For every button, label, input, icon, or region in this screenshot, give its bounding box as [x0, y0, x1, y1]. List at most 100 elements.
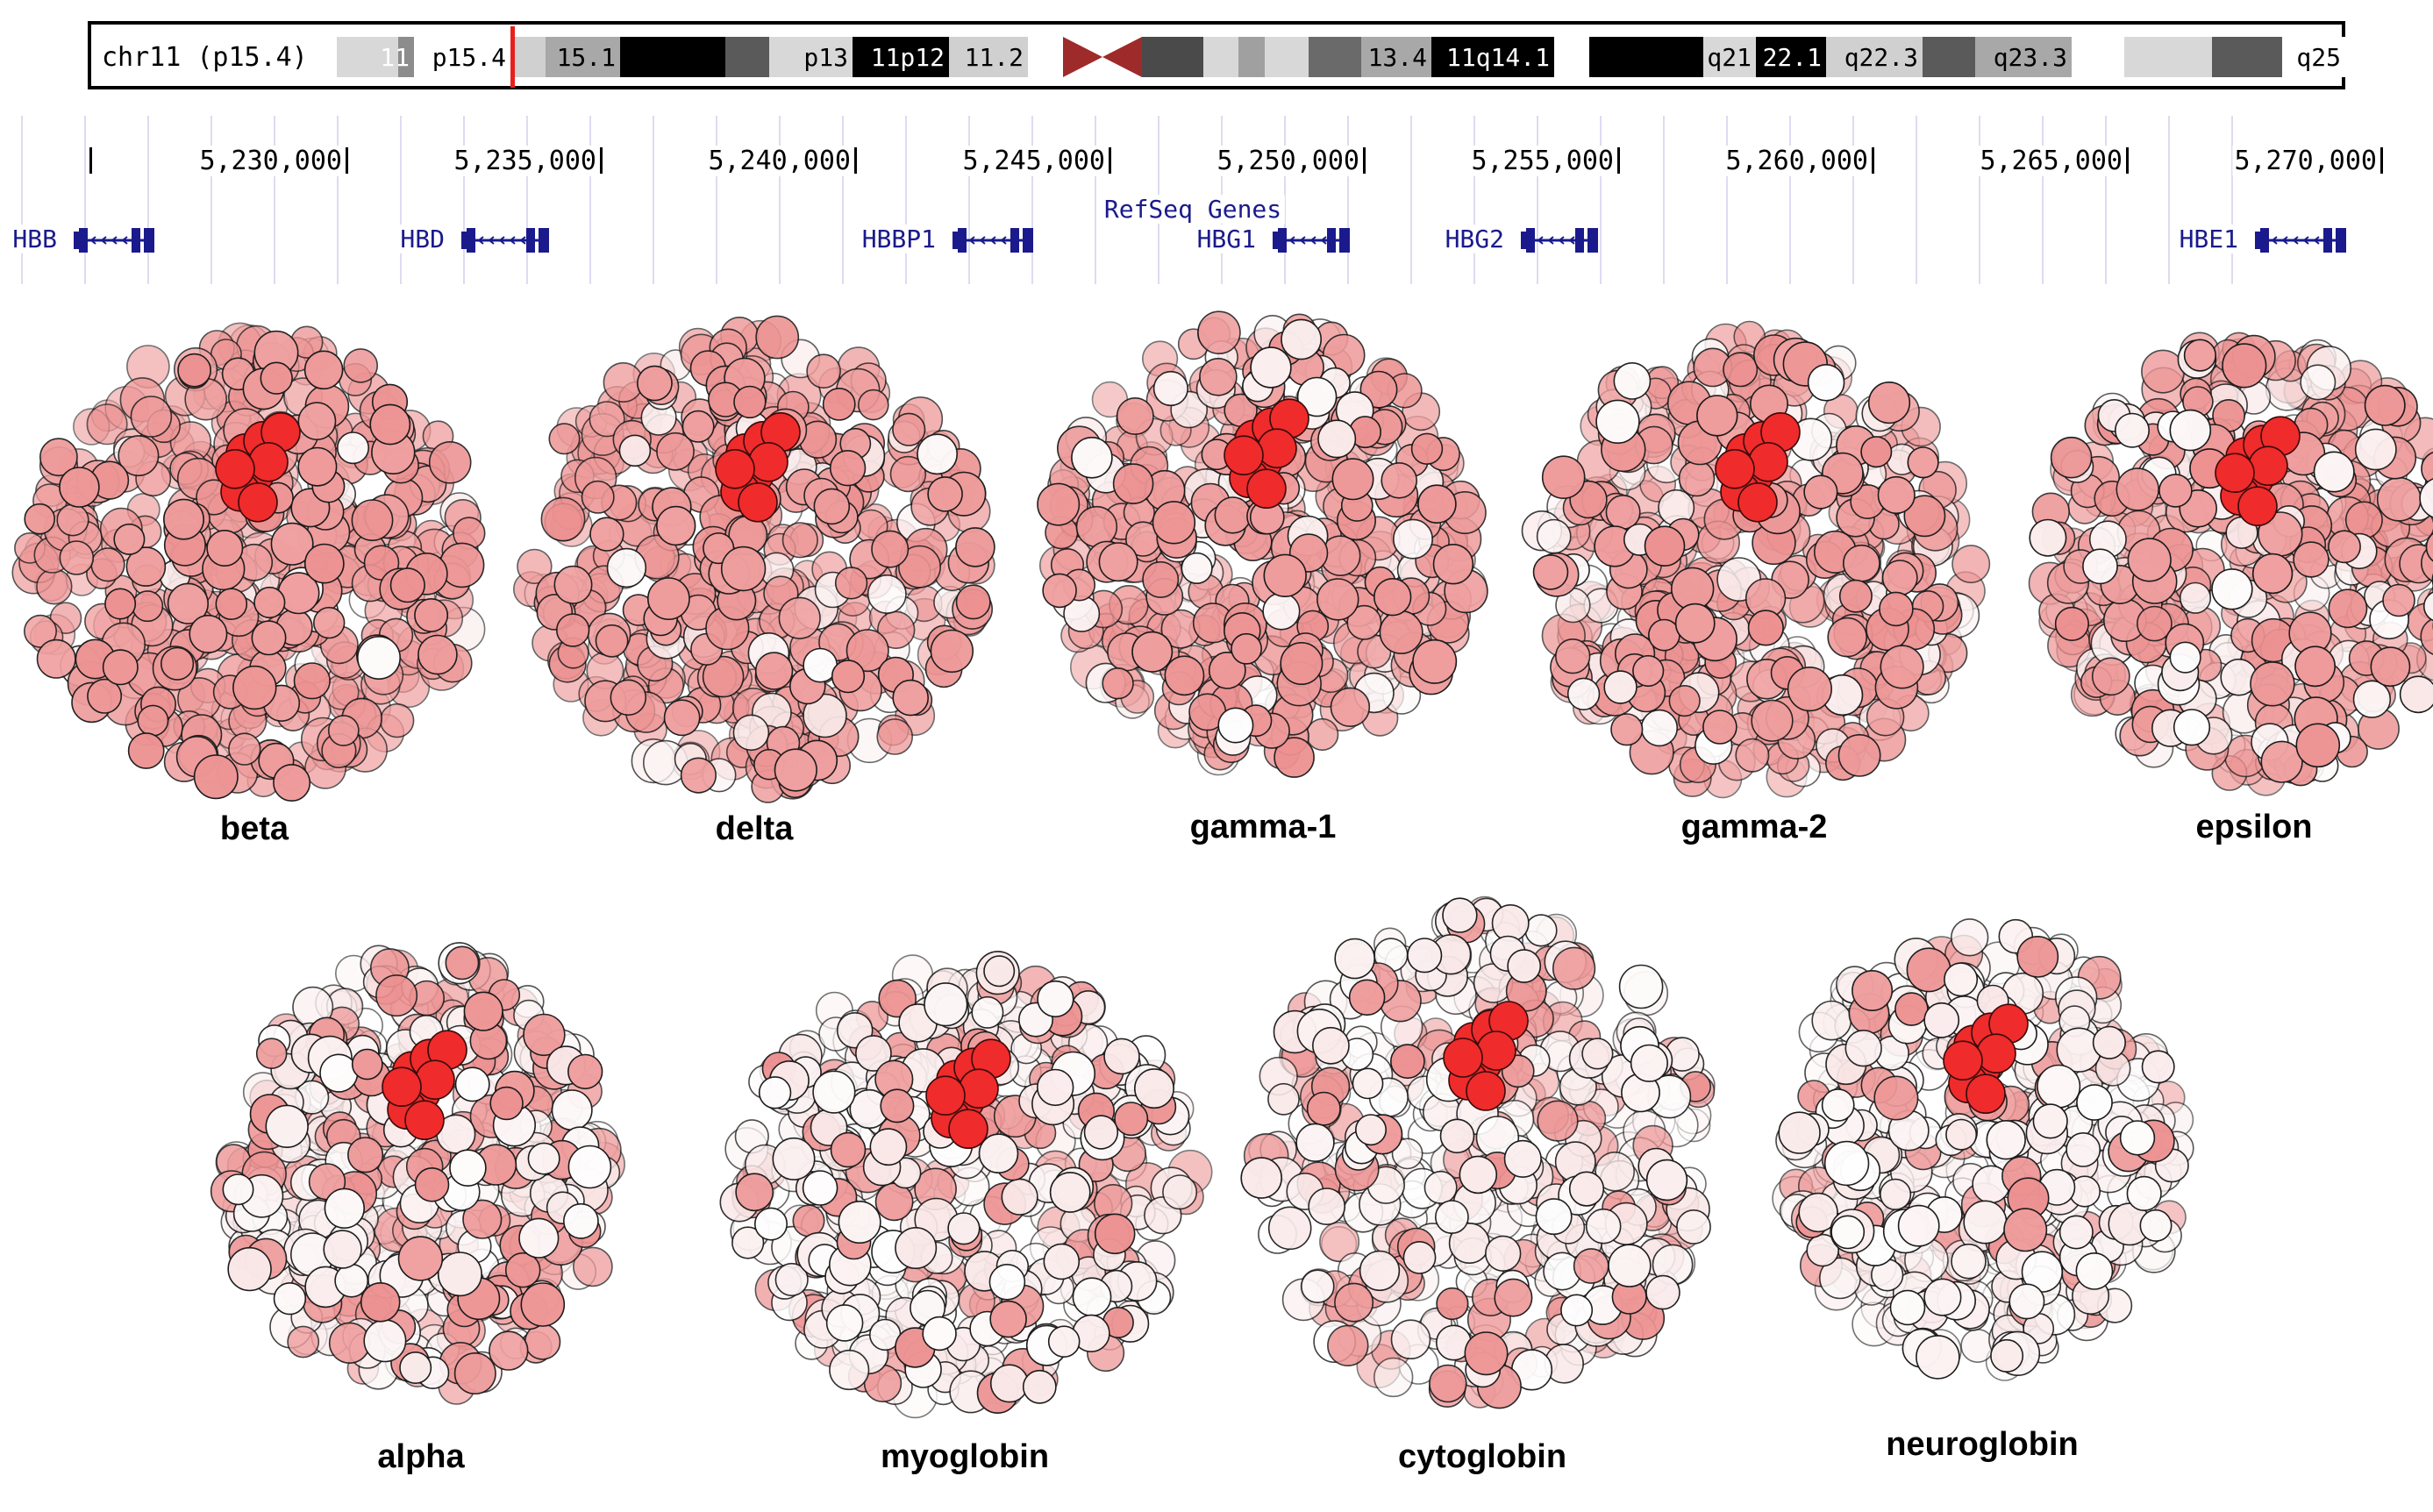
coordinate-tick	[346, 147, 348, 174]
protein-structure	[1754, 903, 2210, 1394]
chromosome-band: q23.3	[1975, 37, 2072, 77]
band-label: p13	[803, 43, 848, 72]
protein-structure	[1509, 307, 2000, 816]
protein-surface	[210, 942, 625, 1405]
centromere	[1063, 37, 1142, 77]
coordinate-tick	[1617, 147, 1620, 174]
protein-surface	[11, 322, 486, 802]
gene-label[interactable]: HBE1	[2176, 225, 2241, 253]
coordinate-label: 5,235,000	[452, 146, 598, 176]
protein-label: gamma-2	[1680, 809, 1828, 845]
band-label: q22.3	[1844, 43, 1918, 72]
gridline	[2231, 116, 2233, 284]
gridline	[21, 116, 23, 284]
gene-model[interactable]	[2253, 223, 2348, 258]
protein-label: epsilon	[2195, 809, 2313, 845]
protein-structure	[202, 930, 640, 1421]
coordinate-tick	[600, 147, 603, 174]
chromosome-band: 15.1	[546, 37, 620, 77]
gridline	[1031, 116, 1033, 284]
gridline	[1410, 116, 1412, 284]
gridline	[526, 116, 528, 284]
gridline	[842, 116, 844, 284]
gridline	[337, 116, 339, 284]
band-label: 13.4	[1367, 43, 1427, 72]
gridline	[463, 116, 465, 284]
coordinate-tick	[1109, 147, 1111, 174]
gene-label[interactable]: HBB	[10, 225, 60, 253]
gridline	[147, 116, 149, 284]
protein-label: neuroglobin	[1886, 1426, 2079, 1463]
gene-model[interactable]	[1271, 223, 1352, 258]
gridline	[1600, 116, 1602, 284]
coordinate-tick	[89, 147, 92, 174]
chromosome-band: 22.1	[1756, 37, 1826, 77]
gene-label[interactable]: HBG2	[1442, 225, 1507, 253]
chromosome-band: 13.4	[1361, 37, 1431, 77]
chromosome-band: q21	[1703, 37, 1756, 77]
chromosome-band: 11p12	[853, 37, 949, 77]
gridline	[905, 116, 907, 284]
protein-structure	[500, 307, 1009, 816]
gridline	[400, 116, 402, 284]
protein-structure	[2017, 316, 2433, 807]
chromosome-band	[1203, 37, 1238, 77]
gridline	[1095, 116, 1096, 284]
protein-surface	[2028, 332, 2433, 796]
chromosome-band	[1028, 37, 1063, 77]
gene-label[interactable]: HBBP1	[859, 225, 938, 253]
gridline	[1979, 116, 1980, 284]
chromosome-band: q22.3	[1826, 37, 1923, 77]
gene-model[interactable]	[1519, 223, 1600, 258]
band-label: 11.2	[964, 43, 1024, 72]
band-label: q23.3	[1993, 43, 2067, 72]
gridline	[2168, 116, 2170, 284]
coordinate-label: 5,260,000	[1723, 146, 1870, 176]
gridline	[779, 116, 781, 284]
gene-label[interactable]: HBD	[397, 225, 447, 253]
gridline	[84, 116, 86, 284]
band-label: 11p12	[870, 43, 945, 72]
protein-label: delta	[715, 810, 794, 847]
coordinate-label: 5,240,000	[706, 146, 853, 176]
chromosome-band	[510, 37, 546, 77]
gene-model[interactable]	[951, 223, 1035, 258]
gridline	[1347, 116, 1349, 284]
chromosome-band	[1554, 37, 1589, 77]
protein-surface	[1521, 320, 1991, 799]
gridline	[1789, 116, 1791, 284]
track-title: RefSeq Genes	[1100, 195, 1286, 224]
gene-model[interactable]	[460, 223, 551, 258]
protein-surface	[1772, 918, 2194, 1381]
protein-label: alpha	[377, 1438, 465, 1475]
coordinate-label: 5,255,000	[1469, 146, 1616, 176]
refseq-genes-track: 5,230,000 5,235,000 5,240,000 5,245,000 5,25…	[10, 116, 2403, 284]
chromosome-band	[1238, 37, 1265, 77]
coordinate-label: 5,245,000	[960, 146, 1107, 176]
position-marker	[510, 26, 515, 88]
coordinate-tick	[1872, 147, 1874, 174]
gridline	[1537, 116, 1538, 284]
protein-structure	[1228, 886, 1737, 1430]
gridline	[2105, 116, 2107, 284]
chromosome-band	[2072, 37, 2124, 77]
chromosome-band	[1142, 37, 1203, 77]
coordinate-label: 5,250,000	[1215, 146, 1361, 176]
protein-label: myoglobin	[880, 1438, 1050, 1475]
gridline	[1726, 116, 1728, 284]
chromosome-band	[1589, 37, 1703, 77]
chromosome-band	[1265, 37, 1309, 77]
chromosome-band	[2124, 37, 2212, 77]
chromosome-band: 11q14.1	[1431, 37, 1554, 77]
gene-model[interactable]	[72, 223, 156, 258]
chromosome-band	[620, 37, 725, 77]
chromosome-band	[1923, 37, 1975, 77]
chromosome-band	[2212, 37, 2282, 77]
protein-surface	[1240, 895, 1716, 1409]
protein-label: gamma-1	[1189, 809, 1337, 845]
gene-label[interactable]: HBG1	[1194, 225, 1259, 253]
chromosome-bands: 11 p15.4 15.1 p13 11p12 11.2 13.4 11q14.1 q21 22…	[337, 26, 2345, 88]
chromosome-band: 11	[380, 37, 414, 77]
gridline	[716, 116, 717, 284]
coordinate-tick	[1363, 147, 1366, 174]
